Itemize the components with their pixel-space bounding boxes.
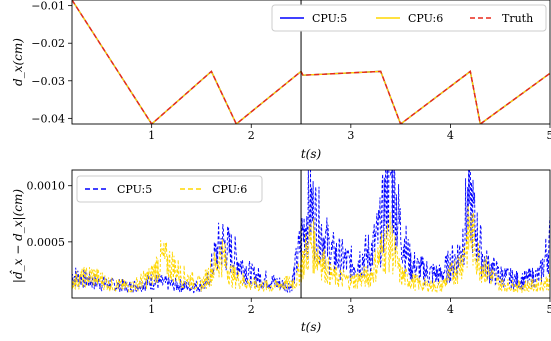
bottom-x-ticks: 1 2 3 4 5 — [148, 298, 551, 316]
top-axes-frame — [71, 0, 551, 125]
y-tick-label: −0.01 — [31, 0, 65, 13]
x-tick-label: 5 — [547, 303, 551, 316]
top-y-ticks: −0.01 −0.02 −0.03 −0.04 — [31, 0, 72, 125]
top-x-ticks: 1 2 3 4 5 — [148, 124, 551, 142]
series-line-cpu6 — [72, 205, 550, 294]
series-line-cpu5 — [72, 170, 550, 295]
legend-label-cpu6-bottom: CPU:6 — [212, 183, 247, 196]
x-tick-label: 3 — [347, 129, 354, 142]
x-tick-label: 3 — [347, 303, 354, 316]
bottom-panel: 1 2 3 4 5 0.0005 0.0010 t(s) |d̂_x − d_x|(cm)… — [8, 169, 551, 334]
top-legend: CPU:5 CPU:6 Truth — [271, 4, 547, 32]
top-x-axis-label: t(s) — [301, 147, 322, 161]
legend-label-cpu5: CPU:5 — [312, 12, 347, 25]
x-tick-label: 5 — [547, 129, 551, 142]
legend-label-cpu5-bottom: CPU:5 — [117, 183, 152, 196]
top-y-axis-label: d_x(cm) — [11, 38, 25, 86]
top-legend-box — [271, 4, 547, 32]
y-tick-label: −0.03 — [31, 75, 65, 88]
y-tick-label: 0.0010 — [27, 180, 66, 193]
bottom-axes-frame — [71, 169, 551, 299]
legend-label-cpu6: CPU:6 — [408, 12, 443, 25]
bottom-plot-lines — [72, 170, 550, 295]
bottom-legend: CPU:5 CPU:6 — [76, 175, 263, 203]
bottom-y-ticks: 0.0005 0.0010 — [27, 180, 72, 249]
x-tick-label: 1 — [148, 303, 155, 316]
bottom-y-axis-label: |d̂_x − d_x|(cm) — [8, 189, 25, 283]
series-line-truth — [72, 0, 550, 124]
y-tick-label: −0.02 — [31, 37, 65, 50]
y-tick-label: −0.04 — [31, 112, 65, 125]
bottom-legend-box — [76, 175, 263, 203]
x-tick-label: 4 — [447, 129, 454, 142]
x-tick-label: 2 — [248, 303, 255, 316]
x-tick-label: 4 — [447, 303, 454, 316]
y-tick-label: 0.0005 — [27, 236, 66, 249]
top-plot-lines — [72, 0, 550, 124]
x-tick-label: 2 — [248, 129, 255, 142]
x-tick-label: 1 — [148, 129, 155, 142]
legend-label-truth: Truth — [502, 12, 533, 25]
bottom-x-axis-label: t(s) — [301, 320, 322, 334]
